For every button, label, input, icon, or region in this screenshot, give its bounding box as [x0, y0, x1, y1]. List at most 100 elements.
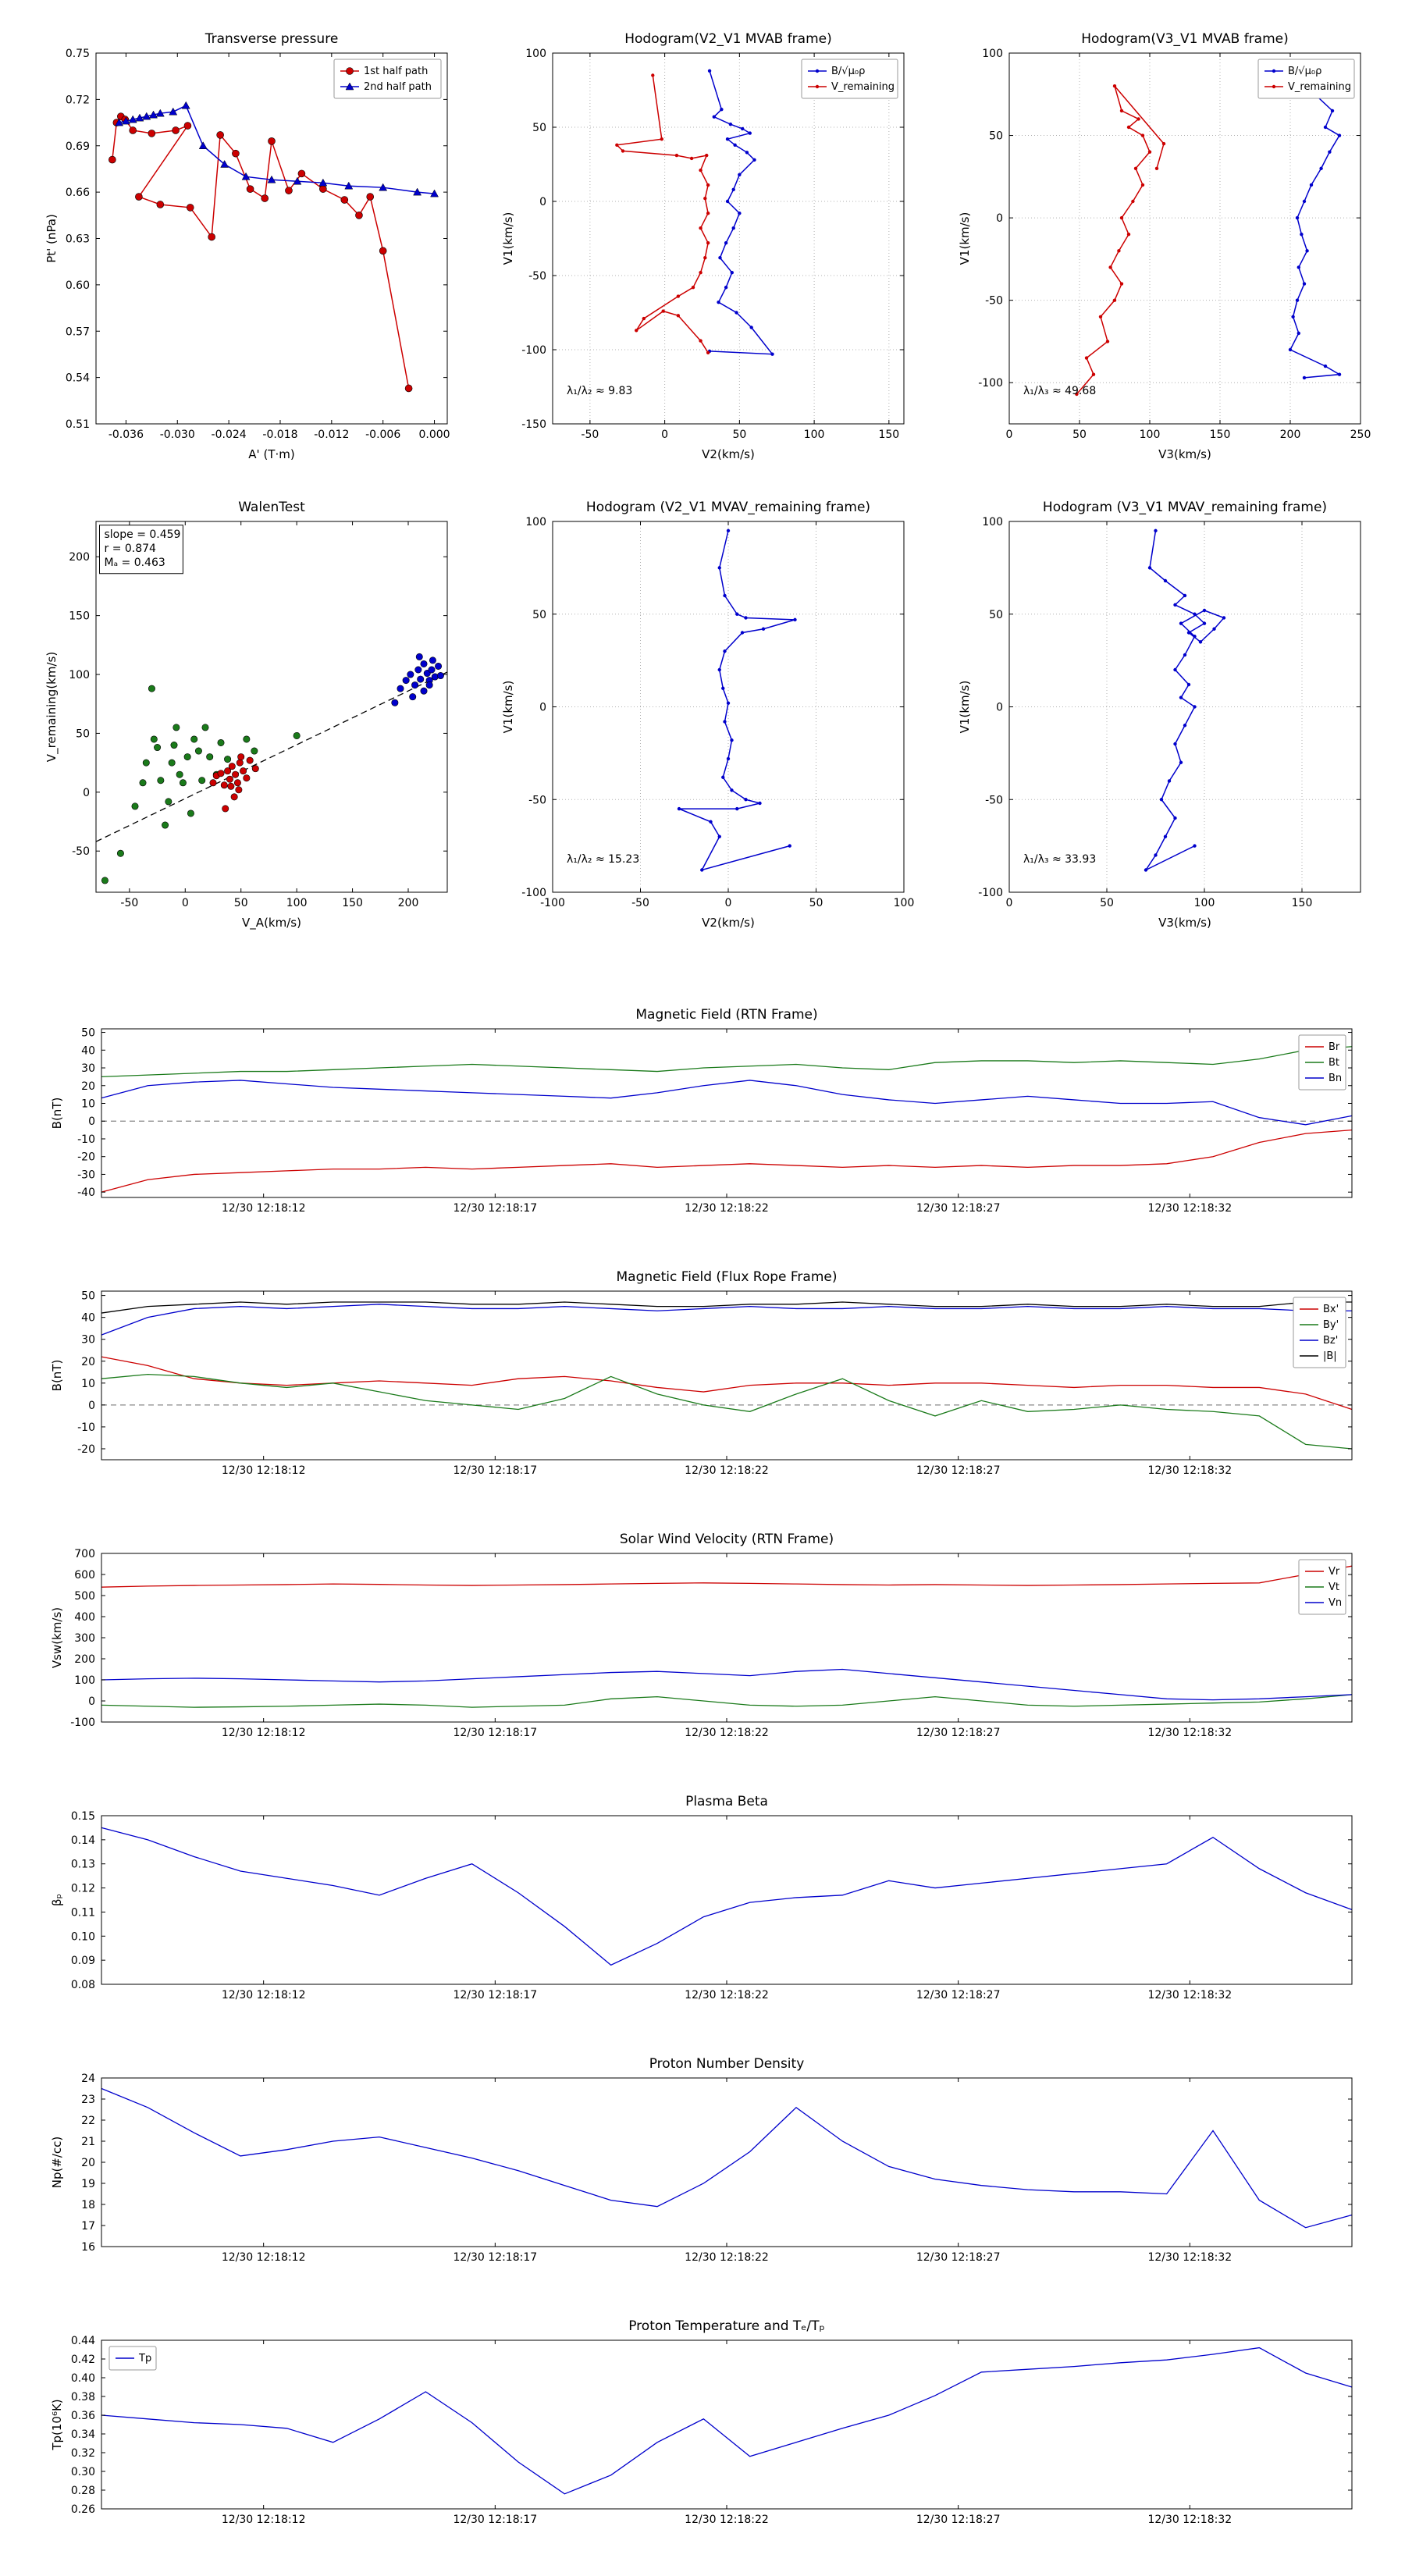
chart-hodogram-v2v1-mvab: -50 0 50 100 150 -150 -100 -50 0 50 100 Hodogram(V2…: [478, 22, 927, 478]
svg-text:βₚ: βₚ: [50, 1894, 64, 1906]
svg-text:-100: -100: [978, 887, 1003, 899]
svg-text:12/30 12:18:22: 12/30 12:18:22: [685, 2251, 769, 2264]
svg-text:12/30 12:18:22: 12/30 12:18:22: [685, 1727, 769, 1739]
svg-text:0.75: 0.75: [65, 48, 89, 60]
svg-text:-10: -10: [77, 1421, 95, 1434]
svg-text:0.28: 0.28: [71, 2485, 95, 2497]
svg-text:0.38: 0.38: [71, 2391, 95, 2403]
chart-canvas-proton_temp: 12/30 12:18:12 12/30 12:18:17 12/30 12:18:…: [50, 2318, 1353, 2526]
svg-text:-50: -50: [985, 295, 1003, 308]
svg-text:λ₁/λ₂ ≈ 15.23: λ₁/λ₂ ≈ 15.23: [567, 853, 639, 866]
svg-text:12/30 12:18:32: 12/30 12:18:32: [1147, 1464, 1232, 1477]
svg-text:150: 150: [1209, 429, 1230, 441]
svg-text:Vsw(km/s): Vsw(km/s): [50, 1607, 64, 1668]
svg-text:V_remaining(km/s): V_remaining(km/s): [44, 652, 59, 762]
svg-text:12/30 12:18:32: 12/30 12:18:32: [1147, 2514, 1232, 2526]
svg-text:0: 0: [88, 1695, 95, 1708]
svg-text:Proton Temperature and Tₑ/Tₚ: Proton Temperature and Tₑ/Tₚ: [628, 2318, 825, 2334]
svg-text:12/30 12:18:32: 12/30 12:18:32: [1147, 1727, 1232, 1739]
svg-text:-0.036: -0.036: [108, 429, 143, 441]
svg-text:0.000: 0.000: [418, 429, 450, 441]
svg-text:Br: Br: [1329, 1041, 1340, 1053]
svg-text:0.66: 0.66: [65, 187, 89, 199]
svg-text:100: 100: [74, 1674, 95, 1687]
svg-text:slope = 0.459: slope = 0.459: [104, 528, 180, 541]
svg-text:0.09: 0.09: [71, 1955, 95, 1967]
svg-text:1st half path: 1st half path: [364, 66, 428, 77]
svg-text:0: 0: [996, 212, 1003, 225]
svg-text:0.13: 0.13: [71, 1859, 95, 1871]
svg-text:A' (T·m): A' (T·m): [248, 447, 294, 461]
svg-text:12/30 12:18:17: 12/30 12:18:17: [453, 2514, 537, 2526]
svg-text:-20: -20: [77, 1443, 95, 1456]
svg-text:0.42: 0.42: [71, 2354, 95, 2366]
svg-text:-0.018: -0.018: [262, 429, 297, 441]
svg-text:20: 20: [81, 2157, 95, 2169]
svg-text:-0.024: -0.024: [211, 429, 246, 441]
svg-text:12/30 12:18:22: 12/30 12:18:22: [685, 1464, 769, 1477]
svg-text:V_remaining: V_remaining: [1288, 81, 1351, 93]
chart-canvas-vsw_rtn: 12/30 12:18:12 12/30 12:18:17 12/30 12:18:…: [50, 1532, 1353, 1739]
row-second-panels: -50 0 50 100 150 200 -50 0 50 100 150 200 WalenTest V…: [0, 490, 1405, 946]
svg-text:12/30 12:18:12: 12/30 12:18:12: [222, 1727, 306, 1739]
svg-text:Mₐ = 0.463: Mₐ = 0.463: [104, 557, 165, 569]
svg-text:Hodogram (V2_V1 MVAV_remaining: Hodogram (V2_V1 MVAV_remaining frame): [585, 500, 870, 515]
svg-text:150: 150: [878, 429, 899, 441]
svg-text:Bz': Bz': [1323, 1335, 1338, 1347]
chart-canvas-hodogram_v2v1_mvab: -50 0 50 100 150 -150 -100 -50 0 50 100 Hodogram(V2…: [501, 31, 904, 461]
svg-text:0.44: 0.44: [71, 2335, 95, 2347]
svg-text:200: 200: [1279, 429, 1300, 441]
svg-text:100: 100: [69, 669, 90, 681]
svg-text:Magnetic Field (Flux Rope Fram: Magnetic Field (Flux Rope Frame): [617, 1269, 838, 1285]
svg-text:0.63: 0.63: [65, 233, 89, 246]
svg-text:100: 100: [982, 516, 1003, 528]
svg-text:Magnetic Field (RTN Frame): Magnetic Field (RTN Frame): [635, 1007, 817, 1023]
svg-text:V_A(km/s): V_A(km/s): [242, 916, 301, 930]
svg-text:Vr: Vr: [1329, 1566, 1340, 1578]
svg-text:12/30 12:18:27: 12/30 12:18:27: [916, 1727, 1001, 1739]
svg-text:50: 50: [989, 130, 1003, 143]
svg-text:10: 10: [81, 1378, 95, 1390]
svg-text:r = 0.874: r = 0.874: [104, 543, 156, 555]
chart-proton-density: 12/30 12:18:12 12/30 12:18:17 12/30 12:18:…: [31, 2047, 1374, 2284]
svg-text:50: 50: [532, 122, 546, 134]
svg-text:12/30 12:18:22: 12/30 12:18:22: [685, 2514, 769, 2526]
svg-text:12/30 12:18:27: 12/30 12:18:27: [916, 1989, 1001, 2001]
svg-text:λ₁/λ₃ ≈ 33.93: λ₁/λ₃ ≈ 33.93: [1023, 853, 1096, 866]
svg-text:0.57: 0.57: [65, 326, 89, 338]
svg-text:0: 0: [1005, 429, 1012, 441]
svg-text:-100: -100: [521, 344, 546, 357]
svg-text:-50: -50: [631, 897, 649, 909]
svg-text:-10: -10: [77, 1133, 95, 1146]
svg-text:Bx': Bx': [1323, 1304, 1339, 1315]
svg-text:0.51: 0.51: [65, 418, 89, 431]
svg-text:0.40: 0.40: [71, 2372, 95, 2385]
svg-text:λ₁/λ₂ ≈ 9.83: λ₁/λ₂ ≈ 9.83: [567, 385, 632, 397]
svg-text:12/30 12:18:27: 12/30 12:18:27: [916, 2251, 1001, 2264]
svg-text:40: 40: [81, 1044, 95, 1057]
svg-text:-50: -50: [985, 794, 1003, 806]
svg-text:20: 20: [81, 1356, 95, 1368]
svg-text:-150: -150: [521, 418, 546, 431]
svg-text:Tp(10⁶K): Tp(10⁶K): [50, 2399, 64, 2450]
svg-text:V1(km/s): V1(km/s): [501, 212, 515, 265]
svg-text:-40: -40: [77, 1187, 95, 1199]
svg-text:50: 50: [809, 897, 823, 909]
svg-text:23: 23: [81, 2094, 95, 2106]
svg-text:0.36: 0.36: [71, 2410, 95, 2422]
svg-text:V3(km/s): V3(km/s): [1158, 447, 1211, 461]
svg-text:B/√μ₀ρ: B/√μ₀ρ: [831, 66, 865, 77]
svg-text:0.69: 0.69: [65, 141, 89, 153]
svg-text:700: 700: [74, 1548, 95, 1560]
svg-text:0.15: 0.15: [71, 1810, 95, 1823]
svg-text:0.26: 0.26: [71, 2503, 95, 2516]
svg-text:21: 21: [81, 2136, 95, 2148]
chart-canvas-walen_test: -50 0 50 100 150 200 -50 0 50 100 150 200 WalenTest V…: [44, 500, 447, 930]
svg-text:300: 300: [74, 1632, 95, 1645]
svg-text:0.72: 0.72: [65, 94, 89, 106]
svg-text:12/30 12:18:17: 12/30 12:18:17: [453, 1464, 537, 1477]
svg-text:19: 19: [81, 2178, 95, 2190]
svg-text:200: 200: [397, 897, 418, 909]
svg-text:V_remaining: V_remaining: [831, 81, 895, 93]
